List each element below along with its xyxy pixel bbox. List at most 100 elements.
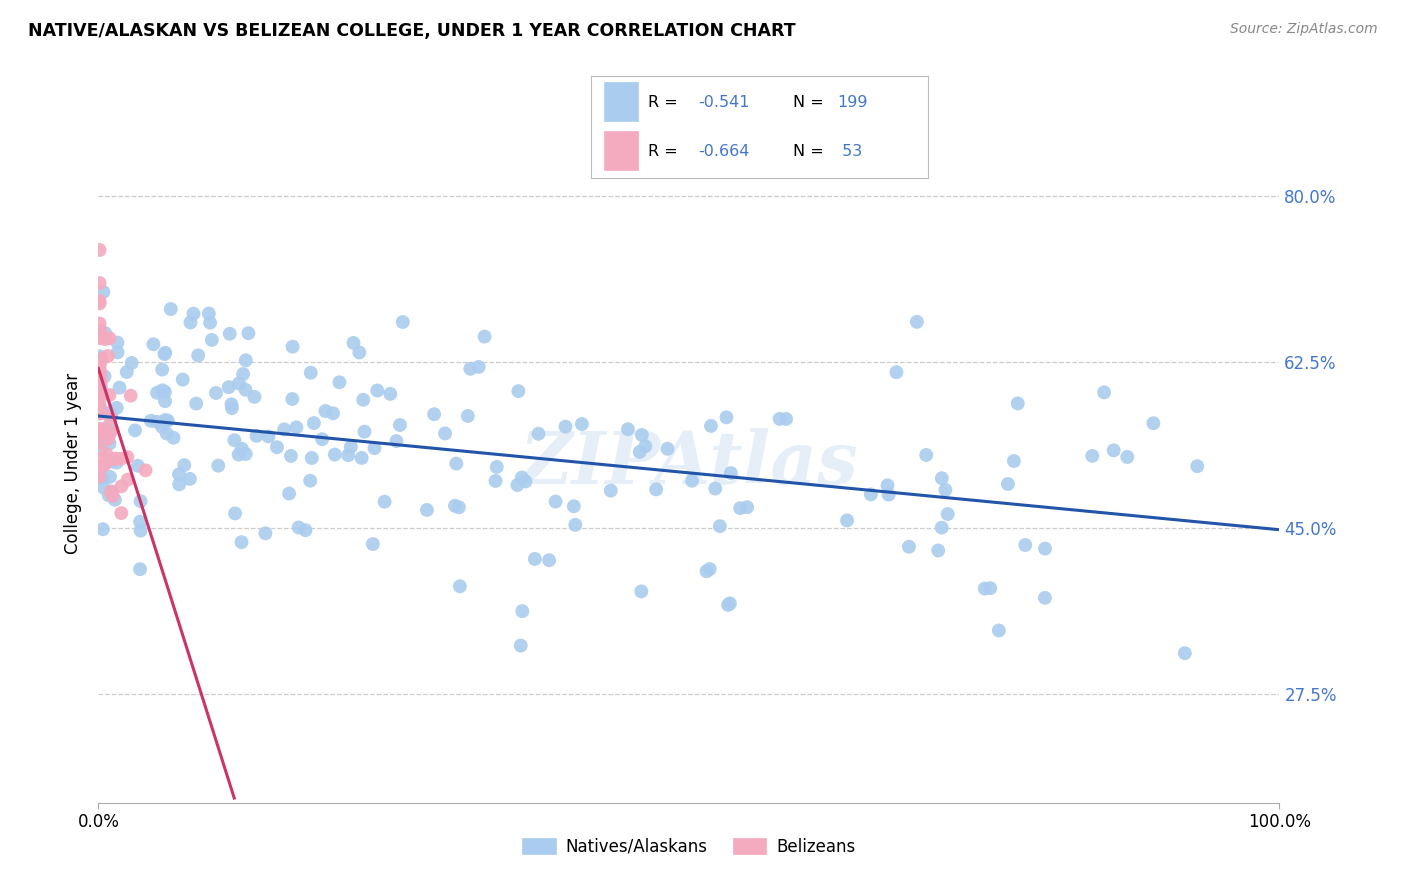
Point xyxy=(474,329,496,343)
Point xyxy=(91,471,114,485)
Point xyxy=(273,422,295,436)
Point xyxy=(506,478,529,492)
Point xyxy=(89,367,111,381)
Point xyxy=(366,384,388,398)
Point xyxy=(146,415,169,429)
Point xyxy=(152,384,174,398)
Point xyxy=(103,452,125,467)
Point xyxy=(434,426,457,441)
Point xyxy=(385,434,408,449)
Point xyxy=(198,306,221,320)
Bar xyxy=(605,131,638,170)
Point xyxy=(235,353,257,368)
Point xyxy=(129,515,152,529)
Point xyxy=(735,500,758,515)
Point xyxy=(931,471,953,485)
Point xyxy=(1187,459,1209,474)
Point xyxy=(527,426,550,441)
Point xyxy=(93,481,115,495)
Point xyxy=(89,365,111,379)
Point xyxy=(186,396,208,410)
Point xyxy=(314,404,336,418)
Point xyxy=(228,376,250,391)
Point xyxy=(228,448,250,462)
Point xyxy=(124,423,146,437)
Point xyxy=(105,335,128,350)
Point xyxy=(89,365,111,379)
Point xyxy=(538,553,561,567)
Point xyxy=(100,484,122,499)
Point xyxy=(1102,443,1125,458)
Point xyxy=(835,513,858,527)
Point xyxy=(91,451,114,466)
Point xyxy=(510,604,533,618)
Point xyxy=(934,483,956,497)
Point xyxy=(89,384,111,399)
Point xyxy=(645,483,668,497)
Legend: Natives/Alaskans, Belizeans: Natives/Alaskans, Belizeans xyxy=(516,831,862,863)
Point xyxy=(110,506,132,520)
Point xyxy=(716,410,738,425)
Point xyxy=(129,524,152,538)
Point xyxy=(905,315,928,329)
Point xyxy=(280,449,302,463)
Point xyxy=(183,307,205,321)
Point xyxy=(156,414,179,428)
Point xyxy=(617,422,640,436)
Point xyxy=(90,442,112,457)
Point xyxy=(93,369,115,384)
Point xyxy=(915,448,938,462)
Point xyxy=(224,507,246,521)
Point xyxy=(1033,541,1056,556)
Point xyxy=(89,401,111,416)
Point xyxy=(987,624,1010,638)
Point xyxy=(207,458,229,473)
Text: 199: 199 xyxy=(837,95,868,110)
Point xyxy=(254,526,277,541)
Point xyxy=(1033,591,1056,605)
Point xyxy=(98,436,121,450)
Point xyxy=(221,397,243,411)
Point xyxy=(775,412,797,426)
Point xyxy=(484,474,506,488)
Point xyxy=(129,562,152,576)
Point xyxy=(1014,538,1036,552)
Point xyxy=(89,386,111,401)
Point xyxy=(299,474,322,488)
Text: N =: N = xyxy=(793,145,830,160)
Point xyxy=(510,470,533,484)
Point xyxy=(634,439,657,453)
Point xyxy=(704,482,727,496)
Point xyxy=(100,454,122,468)
Point xyxy=(457,409,479,423)
Point xyxy=(108,381,131,395)
Text: Source: ZipAtlas.com: Source: ZipAtlas.com xyxy=(1230,22,1378,37)
Point xyxy=(89,436,111,450)
Point xyxy=(554,419,576,434)
Point xyxy=(446,457,468,471)
Point xyxy=(129,494,152,508)
Point xyxy=(90,352,112,367)
Point xyxy=(927,543,949,558)
Point xyxy=(1002,454,1025,468)
Point xyxy=(120,389,142,403)
Point xyxy=(98,406,121,420)
Point xyxy=(93,422,115,436)
Point xyxy=(89,361,111,376)
Point xyxy=(301,450,323,465)
Point xyxy=(98,331,121,345)
Point xyxy=(98,388,121,402)
Point xyxy=(352,392,374,407)
Point xyxy=(353,425,375,439)
Point xyxy=(89,401,111,415)
Point xyxy=(94,332,117,346)
Point xyxy=(90,381,112,395)
Point xyxy=(221,401,243,416)
Point xyxy=(931,521,953,535)
Point xyxy=(720,466,742,480)
Point xyxy=(91,434,114,449)
Point xyxy=(973,582,995,596)
Point xyxy=(89,369,111,384)
Point xyxy=(1174,646,1197,660)
Text: 53: 53 xyxy=(837,145,862,160)
